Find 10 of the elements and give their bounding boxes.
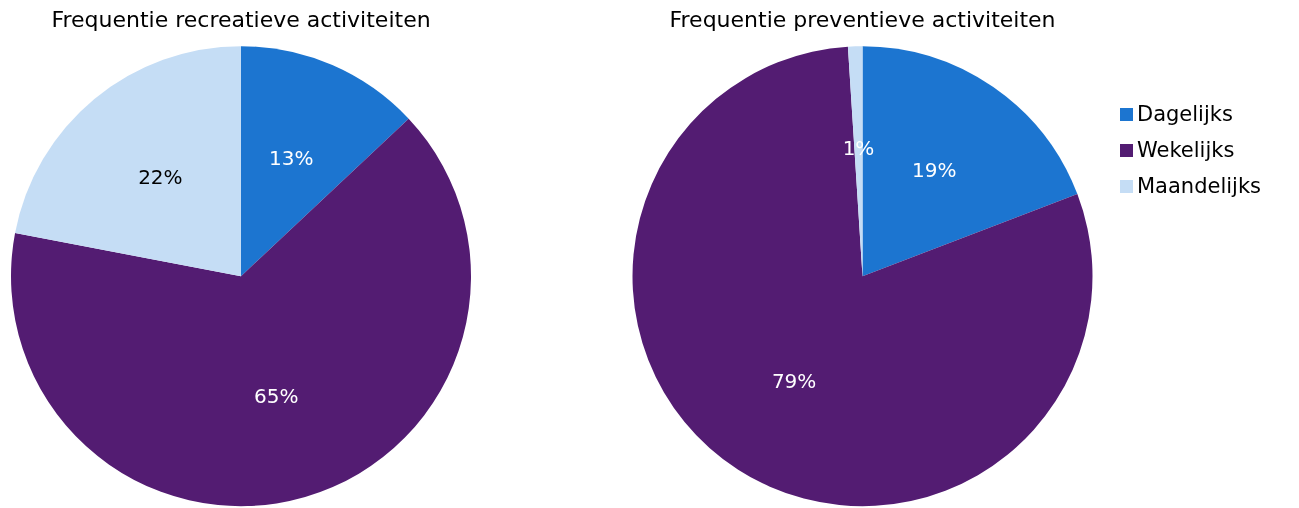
chart-title: Frequentie recreatieve activiteiten <box>51 6 431 32</box>
data-label: 19% <box>912 158 957 183</box>
data-label: 13% <box>269 146 314 171</box>
data-label: 79% <box>771 368 817 393</box>
data-label: 65% <box>254 383 299 408</box>
legend-label: Dagelijks <box>1137 101 1233 128</box>
data-label: 22% <box>138 164 183 189</box>
legend-label: Wekelijks <box>1137 137 1235 164</box>
chart-title: Frequentie preventieve activiteiten <box>669 6 1056 32</box>
legend-label: Maandelijks <box>1137 173 1262 200</box>
